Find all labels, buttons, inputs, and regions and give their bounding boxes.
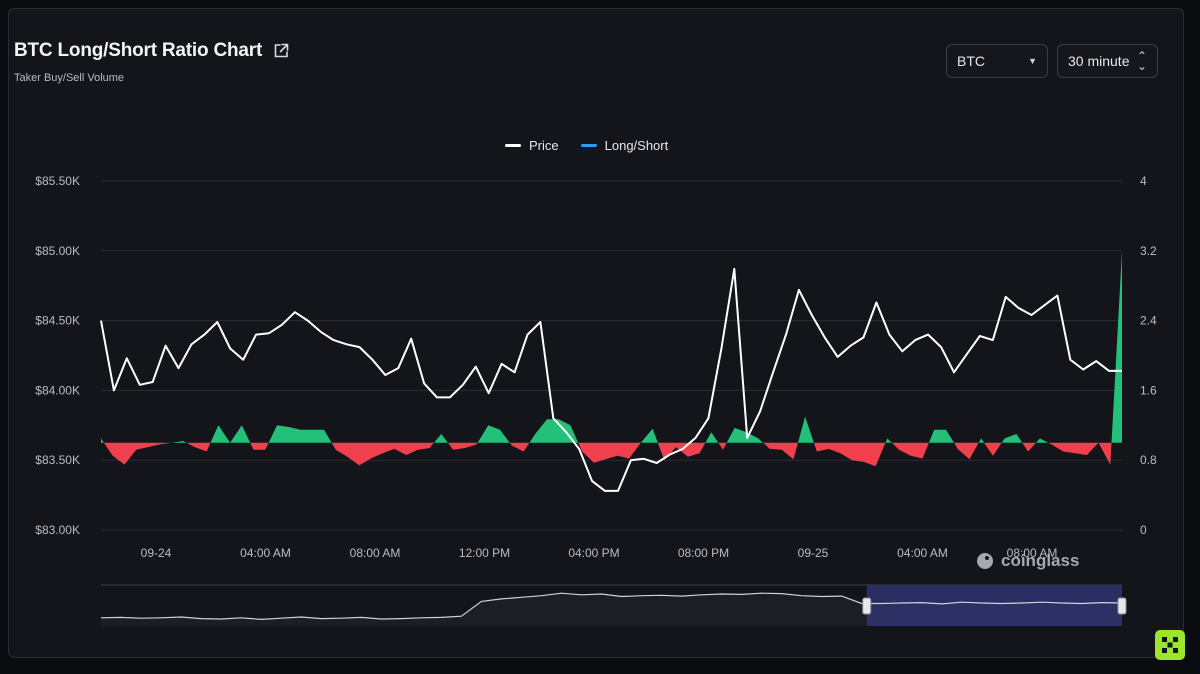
ratio-area-above [705, 432, 719, 443]
x-tick-label: 04:00 PM [568, 546, 619, 560]
ratio-area-above [1001, 434, 1023, 443]
ratio-area-above [640, 428, 658, 443]
ratio-area-below [718, 442, 727, 450]
legend-item-long-short[interactable]: Long/Short [580, 138, 669, 153]
x-tick-label: 09-24 [141, 546, 172, 560]
up-down-arrows-icon: ⌃ ⌄ [1136, 49, 1147, 73]
ratio-area-below [657, 442, 706, 461]
y-right-tick-label: 1.6 [1140, 383, 1157, 397]
y-right-tick-label: 0 [1140, 523, 1147, 537]
ratio-area-below [186, 442, 211, 452]
ratio-area-above [928, 429, 954, 443]
ratio-area-above [434, 434, 448, 443]
ratio-area-above [726, 427, 764, 443]
x-tick-label: 08:00 AM [350, 546, 401, 560]
ratio-area-above [268, 425, 332, 443]
navigator-handle-right[interactable] [1117, 597, 1127, 615]
title-row: BTC Long/Short Ratio Chart [14, 40, 290, 62]
ratio-area-below [1048, 442, 1112, 465]
navigator-selection[interactable] [866, 585, 1122, 626]
chevron-down-icon: ▼ [1028, 56, 1037, 66]
y-left-tick-label: $83.00K [35, 523, 80, 537]
watermark-text: coinglass [1001, 551, 1080, 570]
navigator-handle-left[interactable] [862, 597, 872, 615]
ratio-area-below [103, 442, 172, 465]
ratio-area-below [891, 442, 929, 459]
ratio-area-below [509, 442, 530, 452]
brand-badge-icon [1155, 630, 1185, 660]
legend-label-price: Price [529, 138, 559, 153]
coin-select[interactable]: BTC ▼ [946, 44, 1048, 78]
x-tick-label: 08:00 AM [1007, 546, 1058, 560]
legend-swatch-price [505, 144, 521, 147]
legend-item-price[interactable]: Price [505, 138, 559, 153]
y-right-tick-label: 0.8 [1140, 453, 1157, 467]
chart-title: BTC Long/Short Ratio Chart [14, 40, 263, 61]
x-tick-label: 09-25 [798, 546, 829, 560]
navigator-line [100, 592, 1123, 621]
x-tick-label: 04:00 AM [897, 546, 948, 560]
ratio-area-above [978, 438, 985, 443]
y-right-tick-label: 2.4 [1140, 314, 1157, 328]
ratio-area-above [1035, 438, 1049, 443]
chart-legend: Price Long/Short [505, 138, 668, 153]
coin-select-value: BTC [957, 53, 985, 69]
ratio-area-above [885, 438, 892, 443]
y-right-tick-label: 3.2 [1140, 244, 1157, 258]
ratio-area-below [447, 442, 478, 450]
ratio-area-above [529, 419, 579, 443]
ratio-area-below [578, 442, 641, 463]
ratio-area-above [171, 441, 187, 443]
ratio-area-above [798, 416, 814, 443]
x-tick-label: 04:00 AM [240, 546, 291, 560]
ratio-area-below [250, 442, 269, 450]
x-tick-label: 12:00 PM [459, 546, 510, 560]
coinglass-logo-icon [977, 553, 993, 569]
ratio-area-below [984, 442, 1002, 456]
interval-select[interactable]: 30 minute ⌃ ⌄ [1057, 44, 1158, 78]
watermark: coinglass [975, 550, 1079, 572]
chart-subtitle: Taker Buy/Sell Volume [14, 72, 125, 84]
ratio-area-below [331, 442, 434, 466]
legend-label-long-short: Long/Short [604, 138, 669, 153]
y-left-tick-label: $83.50K [35, 453, 80, 467]
ratio-area-below [1022, 442, 1036, 452]
chart-card [8, 8, 1184, 658]
external-link-icon[interactable] [272, 42, 290, 60]
ratio-area-above [230, 425, 251, 443]
y-left-tick-label: $84.50K [35, 314, 80, 328]
ratio-area-above [210, 425, 231, 443]
ratio-area-above [477, 425, 510, 443]
y-left-tick-label: $85.50K [35, 174, 80, 188]
brand-badge-glyph [1162, 637, 1178, 653]
interval-select-value: 30 minute [1068, 53, 1130, 69]
y-right-tick-label: 4 [1140, 174, 1147, 188]
ratio-area-below [954, 442, 979, 460]
legend-swatch-long-short [580, 144, 597, 147]
y-left-tick-label: $85.00K [35, 244, 80, 258]
x-tick-label: 08:00 PM [678, 546, 729, 560]
ratio-area-below [813, 442, 886, 467]
ratio-area-above [101, 438, 104, 443]
price-line [100, 267, 1122, 492]
ratio-area-above [1111, 250, 1122, 443]
y-left-tick-label: $84.00K [35, 383, 80, 397]
ratio-area-below [763, 442, 798, 460]
